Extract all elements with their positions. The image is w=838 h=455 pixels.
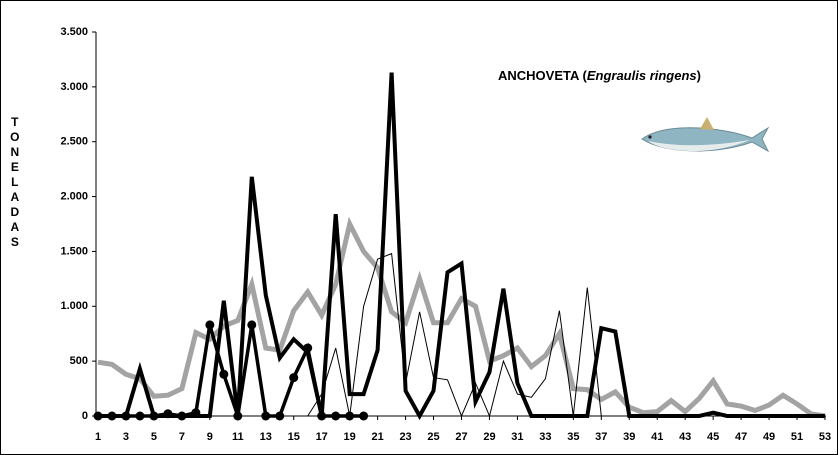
data-point [345, 411, 355, 421]
chart-title: ANCHOVETA (Engraulis ringens) [498, 68, 701, 83]
data-point [135, 411, 145, 421]
x-tick-label: 27 [455, 431, 467, 443]
title-close: ) [697, 68, 701, 83]
x-tick-label: 45 [707, 431, 719, 443]
x-tick-label: 43 [679, 431, 691, 443]
data-point [303, 343, 313, 353]
x-tick-label: 39 [623, 431, 635, 443]
data-point [121, 411, 131, 421]
x-tick-label: 5 [151, 431, 157, 443]
data-point [261, 411, 271, 421]
y-tick-label: 1.500 [60, 245, 88, 257]
x-tick-label: 47 [735, 431, 747, 443]
x-tick-label: 41 [651, 431, 663, 443]
data-point [93, 411, 103, 421]
data-point [205, 320, 215, 330]
x-tick-label: 35 [567, 431, 579, 443]
x-tick-label: 51 [791, 431, 803, 443]
data-point [247, 320, 257, 330]
data-point [331, 411, 341, 421]
x-tick-label: 19 [344, 431, 356, 443]
x-tick-label: 13 [260, 431, 272, 443]
x-tick-label: 33 [539, 431, 551, 443]
x-tick-label: 25 [427, 431, 439, 443]
title-species: Engraulis ringens [587, 68, 697, 83]
data-point [317, 411, 327, 421]
x-tick-label: 23 [399, 431, 411, 443]
x-tick-label: 1 [95, 431, 101, 443]
data-point [149, 411, 159, 421]
x-tick-label: 31 [511, 431, 523, 443]
data-point [219, 369, 229, 379]
y-tick-label: 3.500 [60, 26, 88, 38]
x-tick-label: 9 [207, 431, 213, 443]
x-tick-label: 15 [288, 431, 300, 443]
data-point [233, 411, 243, 421]
data-point [177, 411, 187, 421]
x-tick-label: 53 [819, 431, 831, 443]
x-tick-label: 11 [232, 431, 244, 443]
x-tick-label: 21 [371, 431, 383, 443]
x-tick-label: 7 [179, 431, 185, 443]
title-text: ANCHOVETA ( [498, 68, 588, 83]
y-tick-label: 0 [82, 410, 88, 422]
y-axis-label: TONELADAS [8, 115, 22, 250]
y-tick-label: 2.500 [60, 136, 88, 148]
y-tick-label: 500 [70, 355, 88, 367]
data-point [191, 408, 201, 418]
x-tick-label: 37 [595, 431, 607, 443]
y-tick-label: 3.000 [60, 81, 88, 93]
data-point [163, 409, 173, 419]
x-tick-label: 49 [763, 431, 775, 443]
y-tick-label: 2.000 [60, 190, 88, 202]
fish-icon [641, 117, 770, 153]
data-point [275, 411, 285, 421]
x-tick-label: 17 [316, 431, 328, 443]
y-tick-label: 1.000 [60, 300, 88, 312]
data-point [289, 373, 299, 383]
series-line [98, 72, 825, 421]
data-point [107, 411, 117, 421]
x-tick-label: 29 [483, 431, 495, 443]
x-tick-label: 3 [123, 431, 129, 443]
data-point [359, 411, 369, 421]
